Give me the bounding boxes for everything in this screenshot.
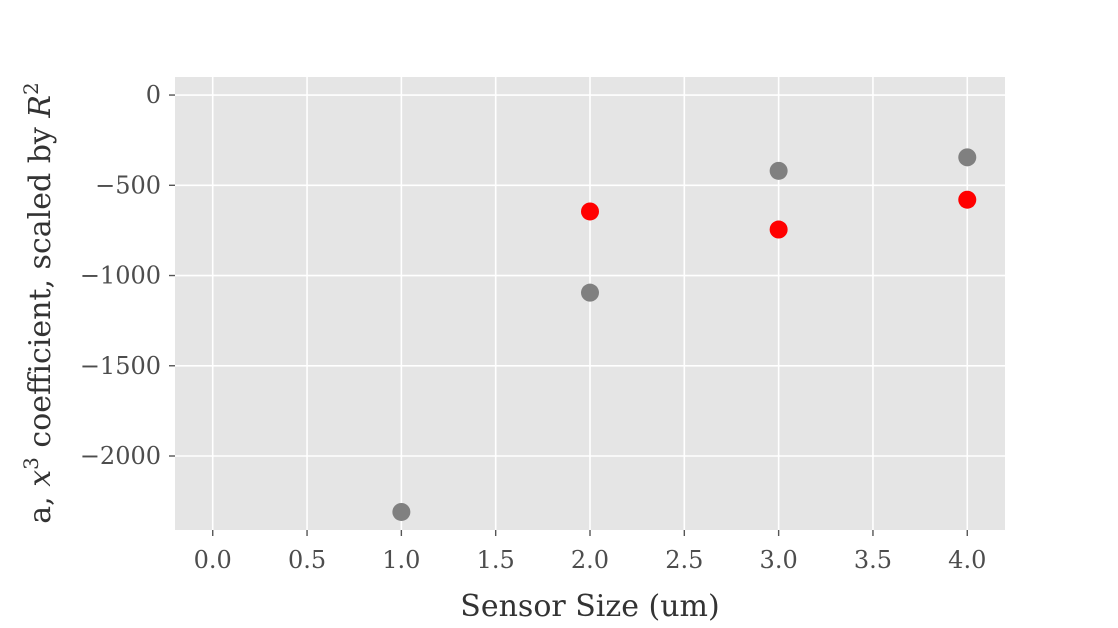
x-tick-label: 3.5 — [854, 546, 892, 574]
x-axis-label: Sensor Size (um) — [460, 589, 719, 624]
y-axis-label: a, x3 coefficient, scaled by R2 — [19, 82, 58, 523]
x-tick-label: 3.0 — [760, 546, 798, 574]
y-tick-label: −2000 — [80, 442, 161, 470]
x-tick-label: 4.0 — [948, 546, 986, 574]
x-tick-label: 2.5 — [665, 546, 703, 574]
data-point — [581, 283, 599, 302]
data-points — [392, 148, 977, 521]
x-tick-label: 1.0 — [382, 546, 420, 574]
y-axis-label-middle: coefficient, scaled by — [23, 118, 58, 458]
data-point — [769, 161, 788, 180]
y-axis-label-x: x — [23, 470, 58, 487]
y-axis-label-exp2: 2 — [19, 82, 43, 95]
y-axis-label-exp3: 3 — [19, 457, 43, 470]
data-point — [581, 202, 599, 221]
x-tick-label: 0.5 — [288, 546, 326, 574]
data-point — [958, 148, 977, 167]
x-tick-label: 1.5 — [477, 546, 515, 574]
y-tick-label: −1500 — [80, 352, 161, 380]
axis-ticks: 0.0 0.5 1.0 1.5 2.0 2.5 3.0 3.5 4.0 0 −500 −1000 −15… — [80, 81, 987, 574]
x-tick-label: 0.0 — [194, 546, 232, 574]
y-tick-label: −1000 — [80, 262, 161, 290]
y-tick-label: −500 — [95, 171, 161, 199]
y-tick-label: 0 — [146, 81, 161, 109]
data-point — [392, 502, 411, 521]
data-point — [958, 190, 977, 209]
x-tick-label: 2.0 — [571, 546, 609, 574]
data-point — [769, 220, 788, 239]
y-axis-label-R: R — [23, 95, 58, 119]
y-axis-label-prefix: a, — [23, 487, 58, 524]
